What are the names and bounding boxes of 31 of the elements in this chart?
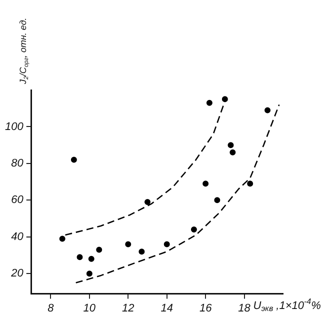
point <box>206 100 212 106</box>
point <box>230 149 236 156</box>
x-tick-label: 12 <box>122 302 134 314</box>
point <box>144 199 150 205</box>
point <box>247 180 254 187</box>
x-tick-label: 8 <box>48 302 55 314</box>
point <box>86 270 92 277</box>
point <box>228 142 234 148</box>
y-tick-label: 100 <box>4 120 24 133</box>
x-tick-label: 14 <box>160 302 173 314</box>
point <box>88 256 94 262</box>
x-tick-label: 16 <box>199 302 213 314</box>
point <box>138 248 145 255</box>
point <box>96 246 102 253</box>
y-tick-label: 20 <box>10 268 24 280</box>
y-tick-label: 80 <box>11 158 24 170</box>
point <box>125 241 132 248</box>
x-tick-label: 18 <box>238 302 252 314</box>
point <box>264 107 271 114</box>
line-series <box>75 104 280 284</box>
point <box>76 254 83 260</box>
y-tick-label: 60 <box>11 194 24 206</box>
point <box>222 96 228 102</box>
y-tick-label: 40 <box>11 230 24 243</box>
point <box>202 180 209 187</box>
point <box>190 226 197 233</box>
x-tick-label: 10 <box>83 302 96 314</box>
point <box>70 156 77 163</box>
point <box>214 197 220 204</box>
point <box>164 241 170 248</box>
point <box>59 236 66 242</box>
